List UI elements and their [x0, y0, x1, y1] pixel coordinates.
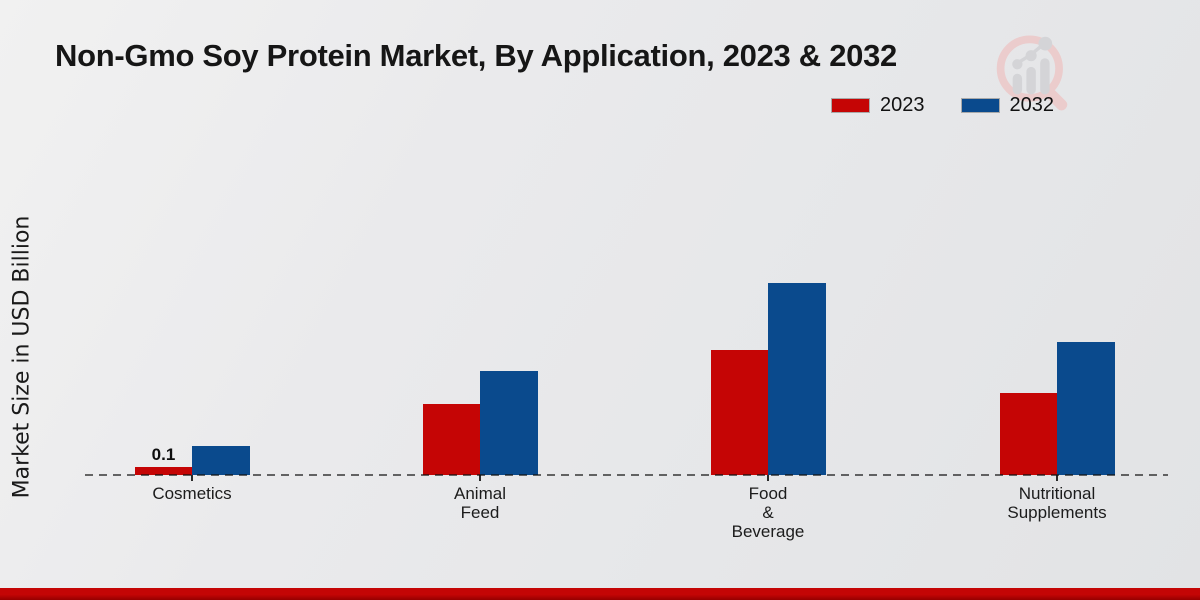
x-axis-baseline [85, 474, 1168, 476]
x-axis-tick [767, 475, 769, 481]
x-axis-tick [1056, 475, 1058, 481]
bar-group [1000, 342, 1115, 475]
bar-2032 [768, 283, 826, 475]
legend-item-2032: 2032 [960, 94, 1055, 117]
x-axis-tick [191, 475, 193, 481]
legend-swatch-2023 [831, 98, 870, 113]
legend-label-2032: 2032 [1009, 94, 1055, 116]
x-axis-tick [479, 475, 481, 481]
bar-2023 [135, 467, 192, 475]
bar-2023 [711, 350, 768, 475]
legend-label-2023: 2023 [880, 94, 925, 116]
category-label: Nutritional Supplements [1007, 484, 1107, 522]
footer-accent-bar [0, 588, 1200, 600]
legend-item-2023: 2023 [831, 94, 925, 117]
chart-title: Non-Gmo Soy Protein Market, By Applicati… [55, 38, 897, 73]
category-label: Food & Beverage [731, 484, 805, 541]
bar-2023 [1000, 393, 1057, 475]
bar-2032 [480, 371, 538, 475]
bar-2032 [192, 446, 250, 475]
bar-value-label: 0.1 [151, 445, 176, 464]
bar-2032 [1057, 342, 1115, 475]
magnifier-bar-chart-logo-icon [996, 35, 1068, 111]
bar-group [423, 371, 538, 475]
bar-2023 [423, 404, 480, 475]
category-label: Cosmetics [152, 484, 232, 503]
legend-swatch-2032 [960, 98, 1000, 113]
bar-group [711, 283, 826, 475]
legend: 2023 2032 [831, 94, 1054, 117]
category-label: Animal Feed [454, 484, 506, 522]
bar-group: 0.1 [135, 445, 250, 475]
